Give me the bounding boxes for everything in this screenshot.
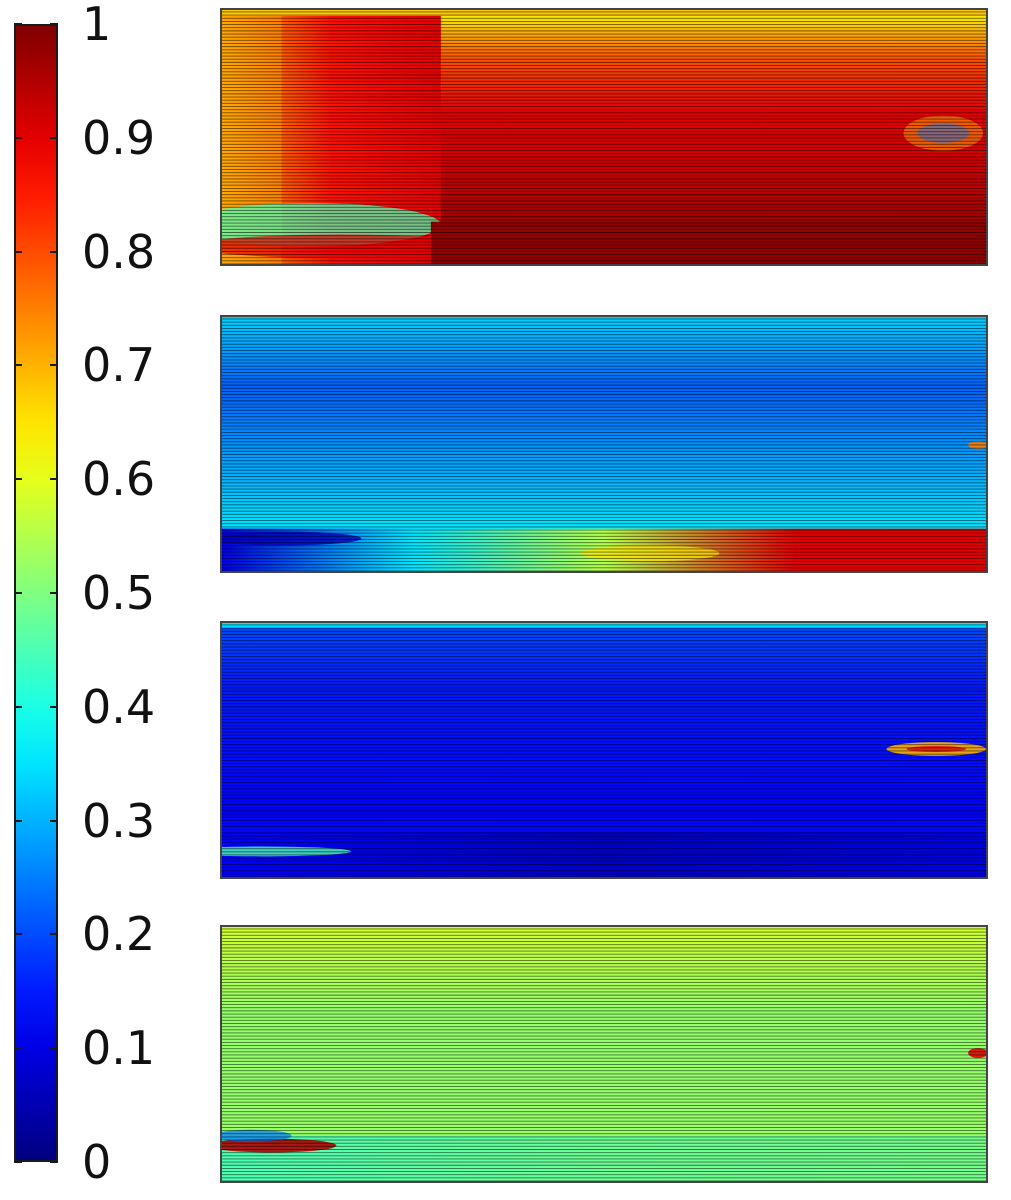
colorbar-tick-mark	[14, 23, 22, 25]
colorbar-tick-label: 0.2	[82, 907, 156, 962]
colorbar: 1 0.9 0.8 0.7 0.6 0.5 0.4 0.3 0.2 0.1 0	[0, 0, 200, 1200]
field-right-spot	[968, 1048, 986, 1058]
heatmap-panel-3	[220, 621, 988, 879]
field-bottom-left-blue	[222, 1129, 292, 1142]
field-bottom-band	[222, 831, 986, 877]
colorbar-tick-mark	[14, 592, 22, 594]
field-top-edge	[222, 623, 986, 628]
field-top-edge	[222, 10, 986, 16]
heatmap-2-plot	[222, 317, 986, 571]
colorbar-tick-label: 1	[82, 0, 112, 51]
field-bottom-left-dark	[222, 531, 362, 546]
colorbar-tick-mark	[14, 250, 22, 253]
heatmap-panel-1	[220, 8, 988, 266]
colorbar-tick-mark	[50, 933, 58, 936]
colorbar-tick-label: 0.1	[82, 1021, 156, 1076]
field-bottom-band	[222, 1135, 986, 1181]
colorbar-tick-label: 0.7	[82, 338, 156, 393]
field-bottom-left-band	[222, 234, 491, 259]
colorbar-tick-mark	[14, 705, 22, 708]
colorbar-tick-mark	[50, 250, 58, 253]
heatmap-4-plot	[222, 927, 986, 1181]
colorbar-tick-mark	[50, 819, 58, 822]
colorbar-tick-label: 0.3	[82, 793, 156, 848]
heatmap-1-plot	[222, 10, 986, 264]
colorbar-tick-mark	[14, 136, 22, 139]
colorbar-tick-mark	[14, 933, 22, 936]
colorbar-tick-mark	[50, 705, 58, 708]
colorbar-tick-mark	[50, 1047, 58, 1050]
colorbar-tick-label: 0.4	[82, 679, 156, 734]
colorbar-tick-mark	[50, 364, 58, 367]
colorbar-tick-label: 0	[82, 1135, 112, 1189]
heatmap-panel-4	[220, 925, 988, 1183]
colorbar-tick-mark	[14, 819, 22, 822]
colorbar-tick-mark	[50, 136, 58, 139]
heatmap-panel-2	[220, 315, 988, 573]
heatmap-3-plot	[222, 623, 986, 877]
field-bottom-left-streak	[222, 1138, 337, 1153]
colorbar-tick-mark	[50, 478, 58, 481]
colorbar-tick-label: 0.6	[82, 452, 156, 507]
field-bottom-band	[430, 221, 986, 264]
colorbar-tick-mark	[50, 592, 58, 594]
colorbar-tick-mark	[14, 1047, 22, 1050]
colorbar-tick-label: 0.9	[82, 110, 156, 165]
colorbar-tick-mark	[14, 478, 22, 481]
colorbar-tick-mark	[14, 364, 22, 367]
field-vortex	[903, 115, 984, 151]
colorbar-tick-label: 0.8	[82, 224, 156, 279]
colorbar-tick-mark	[50, 23, 58, 25]
colorbar-tick-mark	[50, 1161, 58, 1163]
colorbar-tick-label: 0.5	[82, 566, 156, 620]
colorbar-tick-mark	[14, 1161, 22, 1163]
